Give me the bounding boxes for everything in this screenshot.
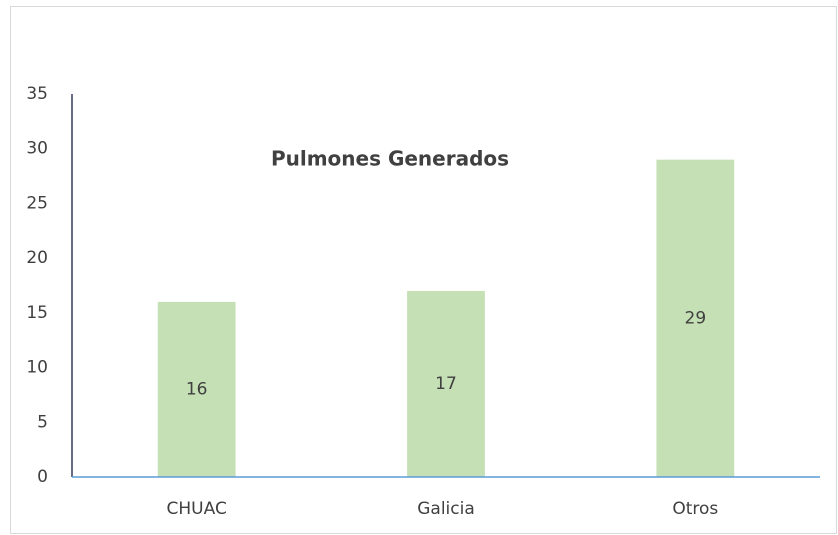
x-tick-label: CHUAC bbox=[167, 499, 227, 519]
data-label: 17 bbox=[435, 374, 457, 394]
bar bbox=[656, 159, 735, 477]
y-tick-label: 30 bbox=[26, 139, 48, 159]
data-label: 29 bbox=[685, 308, 707, 328]
data-label: 16 bbox=[186, 379, 208, 399]
y-tick-label: 35 bbox=[26, 84, 48, 104]
bar bbox=[157, 301, 236, 477]
y-tick-label: 25 bbox=[26, 193, 48, 213]
y-tick-label: 20 bbox=[26, 248, 48, 268]
x-tick-label: Galicia bbox=[417, 499, 475, 519]
y-tick-label: 15 bbox=[26, 303, 48, 323]
y-tick-label: 5 bbox=[37, 412, 48, 432]
y-tick-label: 0 bbox=[37, 467, 48, 487]
chart-title: Pulmones Generados bbox=[271, 147, 509, 171]
y-tick-label: 10 bbox=[26, 358, 48, 378]
chart-border bbox=[10, 6, 837, 534]
bar bbox=[407, 290, 485, 477]
x-tick-label: Otros bbox=[672, 499, 718, 519]
